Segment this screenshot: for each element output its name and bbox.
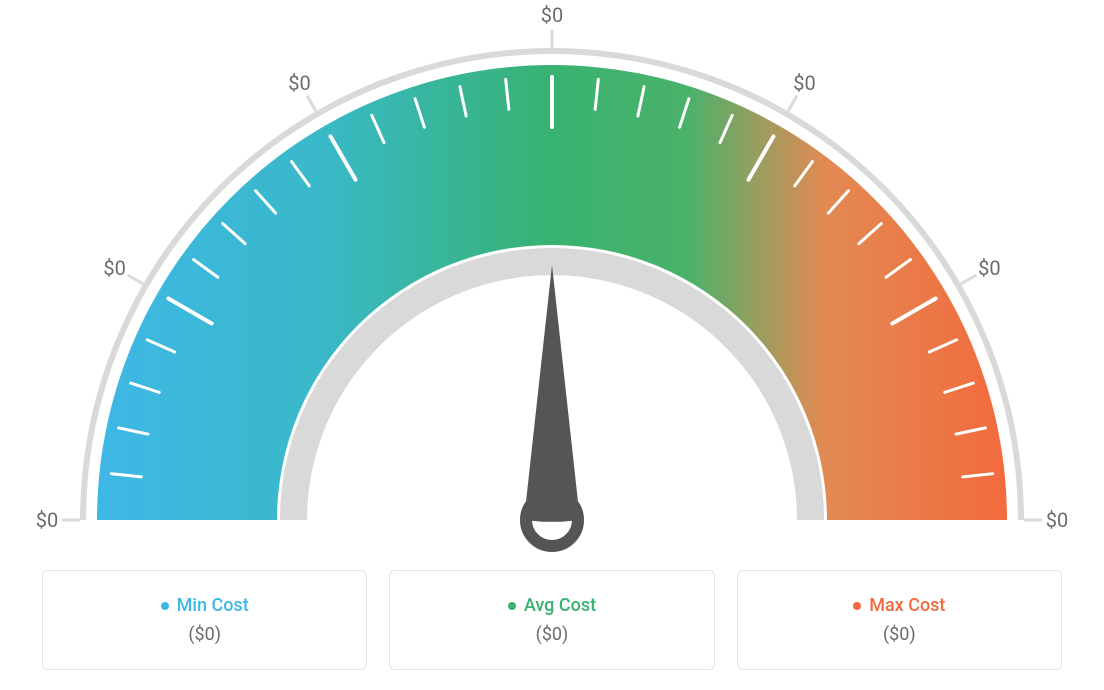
legend-label-avg: Avg Cost — [508, 595, 596, 616]
legend-value-avg: ($0) — [536, 624, 569, 645]
gauge-chart: $0 $0 $0 $0 $0 $0 $0 — [0, 0, 1104, 560]
gauge-scale-label: $0 — [793, 71, 815, 95]
gauge-scale-label: $0 — [288, 71, 310, 95]
legend-label-text: Avg Cost — [524, 595, 596, 616]
legend-label-max: Max Cost — [853, 595, 945, 616]
legend-value-min: ($0) — [188, 624, 221, 645]
dot-icon — [853, 602, 861, 610]
legend-value-max: ($0) — [883, 624, 916, 645]
legend-label-text: Min Cost — [177, 595, 249, 616]
legend-card-avg: Avg Cost ($0) — [389, 570, 714, 670]
gauge-scale-label: $0 — [1046, 508, 1068, 532]
dot-icon — [508, 602, 516, 610]
legend-row: Min Cost ($0) Avg Cost ($0) Max Cost ($0… — [42, 570, 1062, 670]
gauge-scale-label: $0 — [978, 256, 1000, 280]
gauge-scale-label: $0 — [103, 256, 125, 280]
legend-label-min: Min Cost — [161, 595, 249, 616]
cost-gauge-container: $0 $0 $0 $0 $0 $0 $0 Min Cost ($0) Avg Cost ($… — [0, 0, 1104, 690]
legend-card-min: Min Cost ($0) — [42, 570, 367, 670]
dot-icon — [161, 602, 169, 610]
gauge-scale-label: $0 — [36, 508, 58, 532]
legend-card-max: Max Cost ($0) — [737, 570, 1062, 670]
gauge-scale-label: $0 — [541, 3, 563, 27]
legend-label-text: Max Cost — [869, 595, 945, 616]
